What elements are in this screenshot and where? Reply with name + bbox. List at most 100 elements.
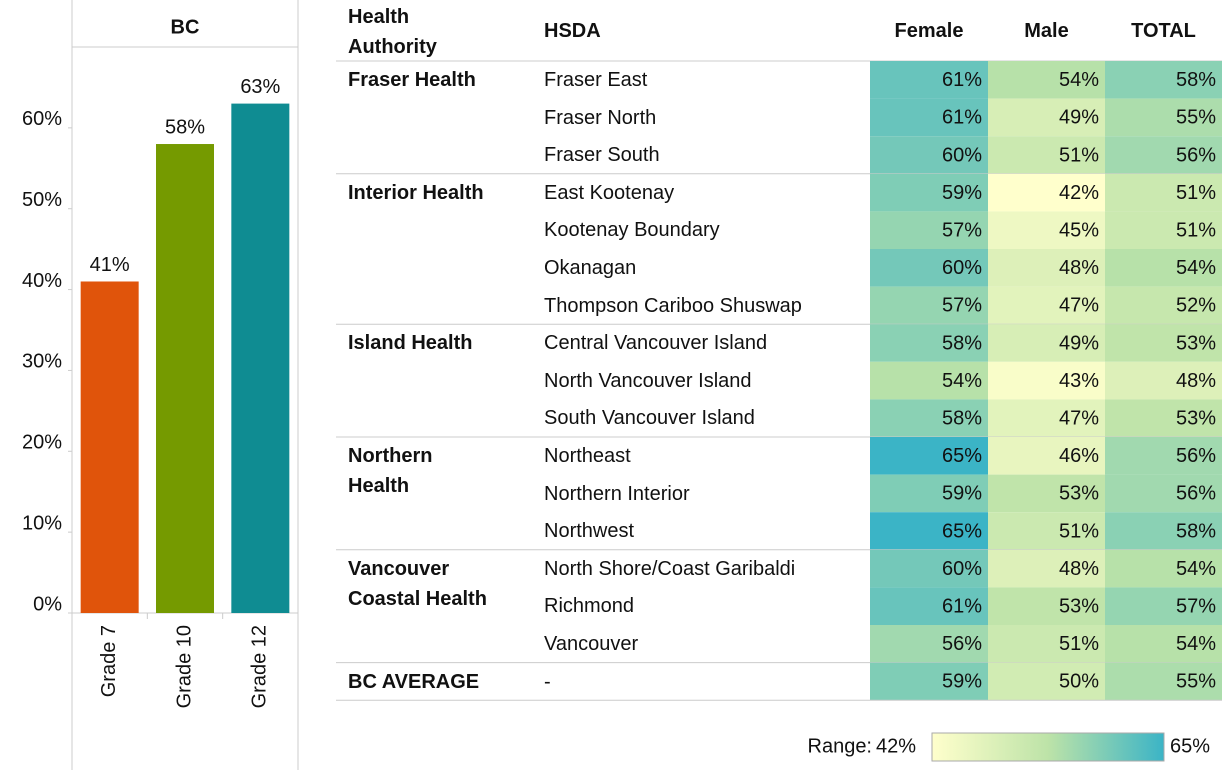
cell-value: 57%	[942, 219, 982, 241]
cell-value: 53%	[1059, 595, 1099, 617]
cell-value: 54%	[942, 370, 982, 392]
heat-cell	[1105, 549, 1222, 588]
cell-value: 58%	[942, 407, 982, 429]
cell-value: 54%	[1176, 633, 1216, 655]
cell-value: 59%	[942, 182, 982, 204]
y-tick-label: 10%	[22, 512, 62, 534]
heat-cell	[988, 249, 1105, 287]
hsda: East Kootenay	[544, 181, 675, 204]
cell-value: 60%	[942, 144, 982, 166]
cell-value: 56%	[942, 633, 982, 655]
heat-cell	[870, 399, 988, 437]
heat-cell	[870, 361, 988, 400]
bar	[156, 144, 214, 613]
cell-value: 51%	[1176, 219, 1216, 241]
cell-value: 54%	[1176, 257, 1216, 279]
heat-cell	[988, 662, 1105, 701]
heat-cell	[988, 549, 1105, 588]
cell-value: 45%	[1059, 219, 1099, 241]
cell-value: 65%	[942, 520, 982, 542]
cell-value: 55%	[1176, 107, 1216, 129]
legend-min: 42%	[876, 735, 916, 757]
cell-value: 50%	[1059, 671, 1099, 693]
heat-cell	[870, 549, 988, 588]
x-tick-label: Grade 12	[249, 625, 271, 708]
cell-value: 51%	[1059, 520, 1099, 542]
health-authority: Fraser Health	[348, 69, 476, 91]
heat-cell	[1105, 512, 1222, 550]
heat-cell	[988, 61, 1105, 99]
heat-cell	[870, 173, 988, 212]
heat-cell	[988, 437, 1105, 475]
hsda: North Vancouver Island	[544, 369, 752, 392]
cell-value: 58%	[942, 332, 982, 354]
heat-cell	[870, 625, 988, 663]
heat-cell	[988, 324, 1105, 362]
cell-value: 56%	[1176, 445, 1216, 467]
x-tick-label: Grade 7	[98, 625, 120, 697]
heat-cell	[988, 286, 1105, 325]
heat-cell	[988, 361, 1105, 400]
heat-cell	[1105, 662, 1222, 701]
cell-value: 47%	[1059, 407, 1099, 429]
data-label: 58%	[165, 116, 205, 138]
cell-value: 61%	[942, 595, 982, 617]
legend-gradient	[931, 732, 1165, 762]
cell-value: 48%	[1059, 558, 1099, 580]
cell-value: 61%	[942, 107, 982, 129]
y-tick-label: 50%	[22, 189, 62, 211]
heat-cell	[988, 587, 1105, 625]
cell-value: 53%	[1176, 332, 1216, 354]
cell-value: 59%	[942, 671, 982, 693]
chart-title: BC	[171, 16, 200, 38]
heat-cell	[1105, 211, 1222, 249]
hsda: Northeast	[544, 445, 631, 467]
health-authority: Northern Health	[348, 445, 433, 497]
heat-cell	[1105, 61, 1222, 99]
legend-max: 65%	[1170, 735, 1210, 757]
cell-value: 42%	[1059, 182, 1099, 204]
heat-cell	[988, 173, 1105, 212]
column-header: Male	[1024, 20, 1069, 42]
heat-cell	[988, 512, 1105, 550]
heat-cell	[1105, 437, 1222, 475]
heat-cell	[988, 211, 1105, 249]
heat-cell	[1105, 249, 1222, 287]
hsda: North Shore/Coast Garibaldi	[544, 557, 796, 580]
y-tick-label: 20%	[22, 432, 62, 454]
hsda: Northern Interior	[544, 482, 690, 505]
heat-cell	[870, 136, 988, 174]
hsda: Fraser South	[544, 144, 660, 167]
heat-cell	[1105, 587, 1222, 625]
column-header: HSDA	[544, 20, 601, 42]
cell-value: 43%	[1059, 370, 1099, 392]
heat-cell	[1105, 625, 1222, 663]
data-label: 41%	[90, 254, 130, 276]
cell-value: 56%	[1176, 483, 1216, 505]
heat-cell	[870, 211, 988, 249]
heat-cell	[1105, 136, 1222, 174]
heat-cell	[870, 286, 988, 325]
heat-cell	[870, 437, 988, 475]
heat-cell	[1105, 286, 1222, 325]
heat-cell	[1105, 474, 1222, 513]
heat-cell	[870, 249, 988, 287]
cell-value: 57%	[1176, 595, 1216, 617]
heat-cell	[1105, 98, 1222, 137]
hsda: Richmond	[544, 595, 635, 618]
heat-cell	[870, 587, 988, 625]
cell-value: 58%	[1176, 520, 1216, 542]
cell-value: 60%	[942, 558, 982, 580]
hsda: Central Vancouver Island	[544, 332, 768, 355]
cell-value: 65%	[942, 445, 982, 467]
heat-cell	[988, 136, 1105, 174]
hsda: South Vancouver Island	[544, 407, 755, 430]
cell-value: 58%	[1176, 69, 1216, 91]
hsda: Kootenay Boundary	[544, 219, 720, 242]
cell-value: 59%	[942, 483, 982, 505]
cell-value: 52%	[1176, 295, 1216, 317]
cell-value: 56%	[1176, 144, 1216, 166]
cell-value: 48%	[1059, 257, 1099, 279]
cell-value: 60%	[942, 257, 982, 279]
